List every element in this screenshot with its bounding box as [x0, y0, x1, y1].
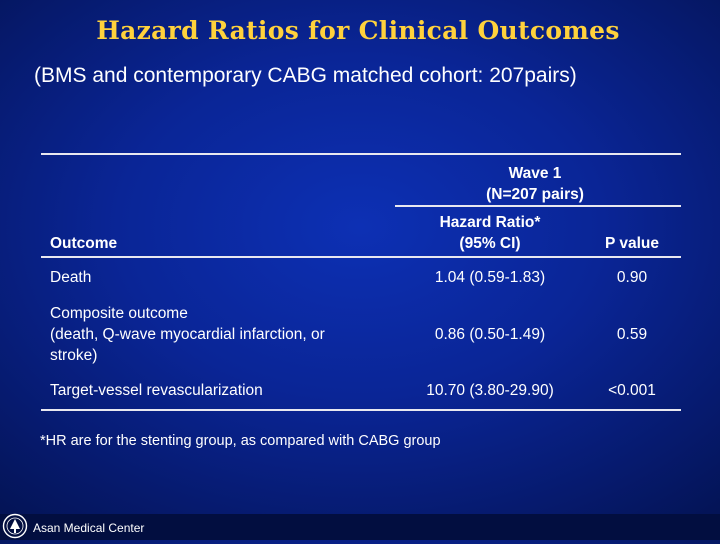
row-p-value: <0.001 [608, 382, 656, 399]
row-p-value: 0.90 [616, 269, 648, 286]
column-header-hazard-ratio: Hazard Ratio* [439, 214, 541, 231]
row-hazard-ratio: 10.70 (3.80-29.90) [426, 382, 554, 399]
column-header-outcome: Outcome [50, 235, 118, 252]
row-outcome-line: Composite outcome [50, 305, 188, 322]
table-top-rule [41, 153, 681, 155]
footer-bar [0, 514, 720, 540]
row-hazard-ratio: 0.86 (0.50-1.49) [434, 326, 546, 343]
column-header-ci: (95% CI) [459, 235, 521, 252]
row-outcome-line: stroke) [50, 347, 98, 364]
asan-medical-center-emblem-icon [2, 513, 28, 539]
row-outcome: Target-vessel revascularization [50, 382, 263, 399]
row-hazard-ratio: 1.04 (0.59-1.83) [434, 269, 546, 286]
row-outcome-line: (death, Q-wave myocardial infarction, or [50, 326, 325, 343]
row-p-value: 0.59 [616, 326, 648, 343]
column-header-p-value: P value [604, 235, 659, 252]
group-header-wave: Wave 1 [508, 165, 562, 182]
footnote: *HR are for the stenting group, as compa… [40, 433, 441, 449]
footer-logo-text: Asan Medical Center [33, 521, 145, 535]
row-outcome: Death [50, 269, 92, 286]
table-bottom-rule [41, 409, 681, 411]
group-header-rule [395, 205, 681, 207]
header-rule [41, 256, 681, 258]
slide-title: Hazard Ratios for Clinical Outcomes [96, 16, 620, 45]
group-header-pairs: (N=207 pairs) [486, 186, 584, 203]
slide-subtitle: (BMS and contemporary CABG matched cohor… [34, 64, 577, 87]
